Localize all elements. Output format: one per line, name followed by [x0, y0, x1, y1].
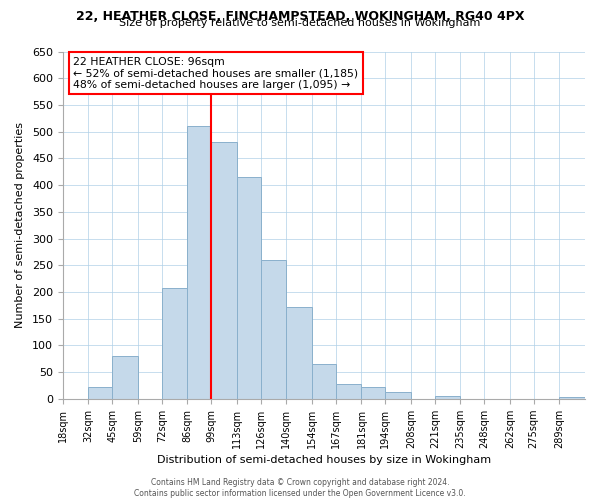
Bar [559, 397, 585, 399]
Bar [361, 387, 385, 399]
Bar [336, 384, 361, 399]
Y-axis label: Number of semi-detached properties: Number of semi-detached properties [15, 122, 25, 328]
Bar [88, 387, 112, 399]
Bar [312, 364, 336, 399]
Text: 22, HEATHER CLOSE, FINCHAMPSTEAD, WOKINGHAM, RG40 4PX: 22, HEATHER CLOSE, FINCHAMPSTEAD, WOKING… [76, 10, 524, 23]
Bar [385, 392, 411, 399]
Bar [187, 126, 211, 399]
Bar [260, 260, 286, 399]
Bar [435, 396, 460, 399]
Bar [211, 142, 237, 399]
Text: 22 HEATHER CLOSE: 96sqm
← 52% of semi-detached houses are smaller (1,185)
48% of: 22 HEATHER CLOSE: 96sqm ← 52% of semi-de… [73, 56, 358, 90]
X-axis label: Distribution of semi-detached houses by size in Wokingham: Distribution of semi-detached houses by … [157, 455, 491, 465]
Bar [162, 288, 187, 399]
Bar [286, 307, 312, 399]
Bar [112, 356, 138, 399]
Text: Size of property relative to semi-detached houses in Wokingham: Size of property relative to semi-detach… [119, 18, 481, 28]
Bar [237, 177, 260, 399]
Text: Contains HM Land Registry data © Crown copyright and database right 2024.
Contai: Contains HM Land Registry data © Crown c… [134, 478, 466, 498]
